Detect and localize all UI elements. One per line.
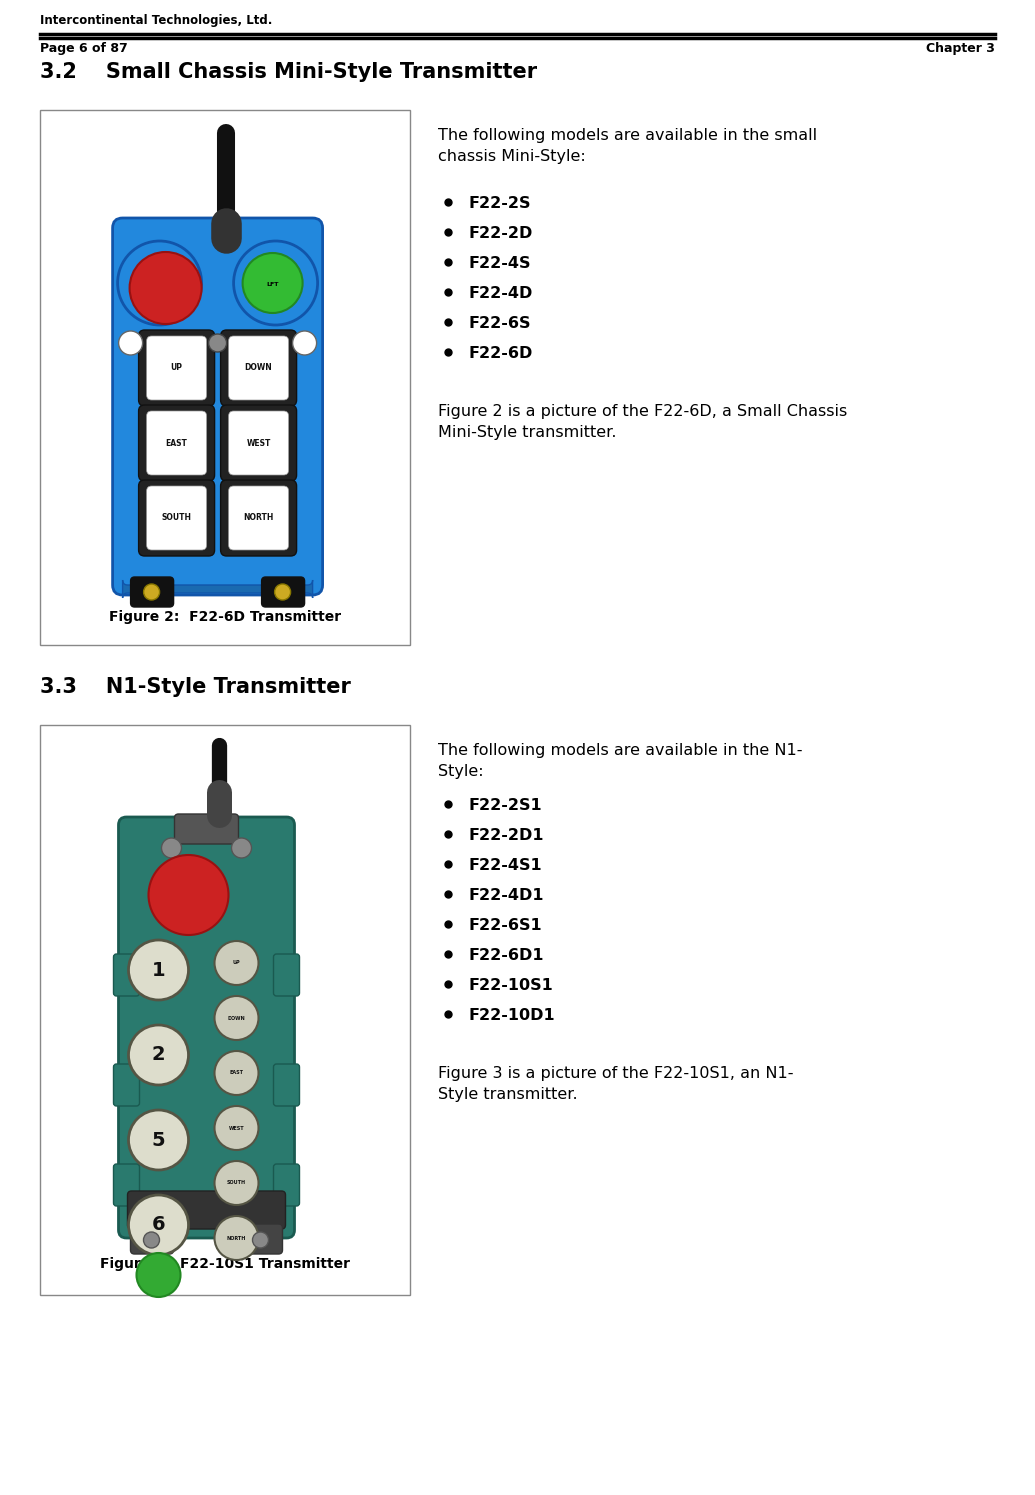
Text: F22-2D1: F22-2D1 [468,828,543,843]
Text: Page 6 of 87: Page 6 of 87 [40,42,127,55]
Text: F22-4D1: F22-4D1 [468,888,543,903]
FancyBboxPatch shape [122,580,313,598]
Text: Figure 2:  F22-6D Transmitter: Figure 2: F22-6D Transmitter [109,610,342,623]
Circle shape [274,585,291,599]
Text: 3.2    Small Chassis Mini-Style Transmitter: 3.2 Small Chassis Mini-Style Transmitter [40,61,537,82]
Text: UP: UP [233,960,240,966]
Text: F22-6S: F22-6S [468,315,531,330]
FancyBboxPatch shape [273,1064,299,1106]
FancyBboxPatch shape [147,336,207,401]
Circle shape [214,1162,259,1205]
Text: NORTH: NORTH [227,1235,246,1241]
FancyBboxPatch shape [113,218,323,595]
Text: F22-6D: F22-6D [468,345,532,360]
FancyBboxPatch shape [114,1064,140,1106]
Circle shape [232,839,252,858]
FancyBboxPatch shape [262,577,304,607]
Circle shape [209,333,227,351]
Circle shape [214,940,259,985]
Circle shape [128,1109,188,1171]
Text: DOWN: DOWN [244,363,272,372]
FancyBboxPatch shape [239,1224,283,1254]
Circle shape [234,241,318,324]
Text: F22-4S: F22-4S [468,256,531,271]
FancyBboxPatch shape [175,813,238,845]
Text: NORTH: NORTH [243,513,274,522]
FancyBboxPatch shape [118,816,295,1238]
FancyBboxPatch shape [114,1165,140,1206]
Text: The following models are available in the N1-
Style:: The following models are available in th… [438,743,802,779]
Text: SOUTH: SOUTH [227,1181,246,1186]
FancyBboxPatch shape [130,577,174,607]
Bar [40,111,410,644]
Text: F22-6S1: F22-6S1 [468,918,541,933]
Text: F22-10S1: F22-10S1 [468,978,553,993]
Text: F22-4S1: F22-4S1 [468,858,541,873]
FancyBboxPatch shape [130,1224,174,1254]
FancyBboxPatch shape [114,954,140,996]
Text: Figure 2 is a picture of the F22-6D, a Small Chassis
Mini-Style transmitter.: Figure 2 is a picture of the F22-6D, a S… [438,404,848,440]
Text: Figure 3:  F22-10S1 Transmitter: Figure 3: F22-10S1 Transmitter [100,1257,350,1271]
FancyBboxPatch shape [220,405,297,481]
Text: F22-6D1: F22-6D1 [468,948,543,963]
Text: F22-2S: F22-2S [468,196,531,211]
Circle shape [214,1215,259,1260]
FancyBboxPatch shape [139,405,214,481]
Text: Intercontinental Technologies, Ltd.: Intercontinental Technologies, Ltd. [40,13,272,27]
Text: DOWN: DOWN [228,1015,245,1021]
Text: SOUTH: SOUTH [161,513,191,522]
Text: EAST: EAST [230,1070,243,1075]
FancyBboxPatch shape [229,486,289,550]
FancyBboxPatch shape [127,1192,286,1229]
Circle shape [118,241,202,324]
Circle shape [129,253,202,324]
Text: 6: 6 [152,1215,166,1235]
Text: UP: UP [171,363,182,372]
Circle shape [137,1253,180,1298]
Circle shape [214,996,259,1041]
FancyBboxPatch shape [220,330,297,407]
Text: Chapter 3: Chapter 3 [926,42,995,55]
Circle shape [144,585,159,599]
Text: F22-2D: F22-2D [468,226,532,241]
Circle shape [214,1106,259,1150]
FancyBboxPatch shape [139,330,214,407]
Text: 2: 2 [152,1045,166,1064]
Text: F22-10D1: F22-10D1 [468,1008,555,1023]
Circle shape [144,1232,159,1248]
Circle shape [119,330,143,354]
Circle shape [242,253,302,312]
Circle shape [214,1051,259,1094]
Circle shape [148,855,229,934]
Text: The following models are available in the small
chassis Mini-Style:: The following models are available in th… [438,129,817,164]
FancyBboxPatch shape [147,411,207,475]
Circle shape [161,839,181,858]
Circle shape [128,1026,188,1085]
Text: F22-4D: F22-4D [468,286,532,300]
Circle shape [253,1232,268,1248]
Circle shape [128,940,188,1000]
FancyBboxPatch shape [139,480,214,556]
Text: 5: 5 [152,1130,166,1150]
Text: WEST: WEST [229,1126,244,1130]
Circle shape [293,330,317,354]
Circle shape [128,1195,188,1254]
Text: F22-2S1: F22-2S1 [468,798,541,813]
Text: 3.3    N1-Style Transmitter: 3.3 N1-Style Transmitter [40,677,351,697]
Text: EAST: EAST [166,438,187,447]
Text: 1: 1 [152,960,166,979]
Text: WEST: WEST [246,438,271,447]
Bar [40,725,410,1295]
FancyBboxPatch shape [147,486,207,550]
FancyBboxPatch shape [229,411,289,475]
FancyBboxPatch shape [229,336,289,401]
FancyBboxPatch shape [220,480,297,556]
FancyBboxPatch shape [273,954,299,996]
Text: Figure 3 is a picture of the F22-10S1, an N1-
Style transmitter.: Figure 3 is a picture of the F22-10S1, a… [438,1066,794,1102]
Text: LFT: LFT [266,283,278,287]
FancyBboxPatch shape [273,1165,299,1206]
